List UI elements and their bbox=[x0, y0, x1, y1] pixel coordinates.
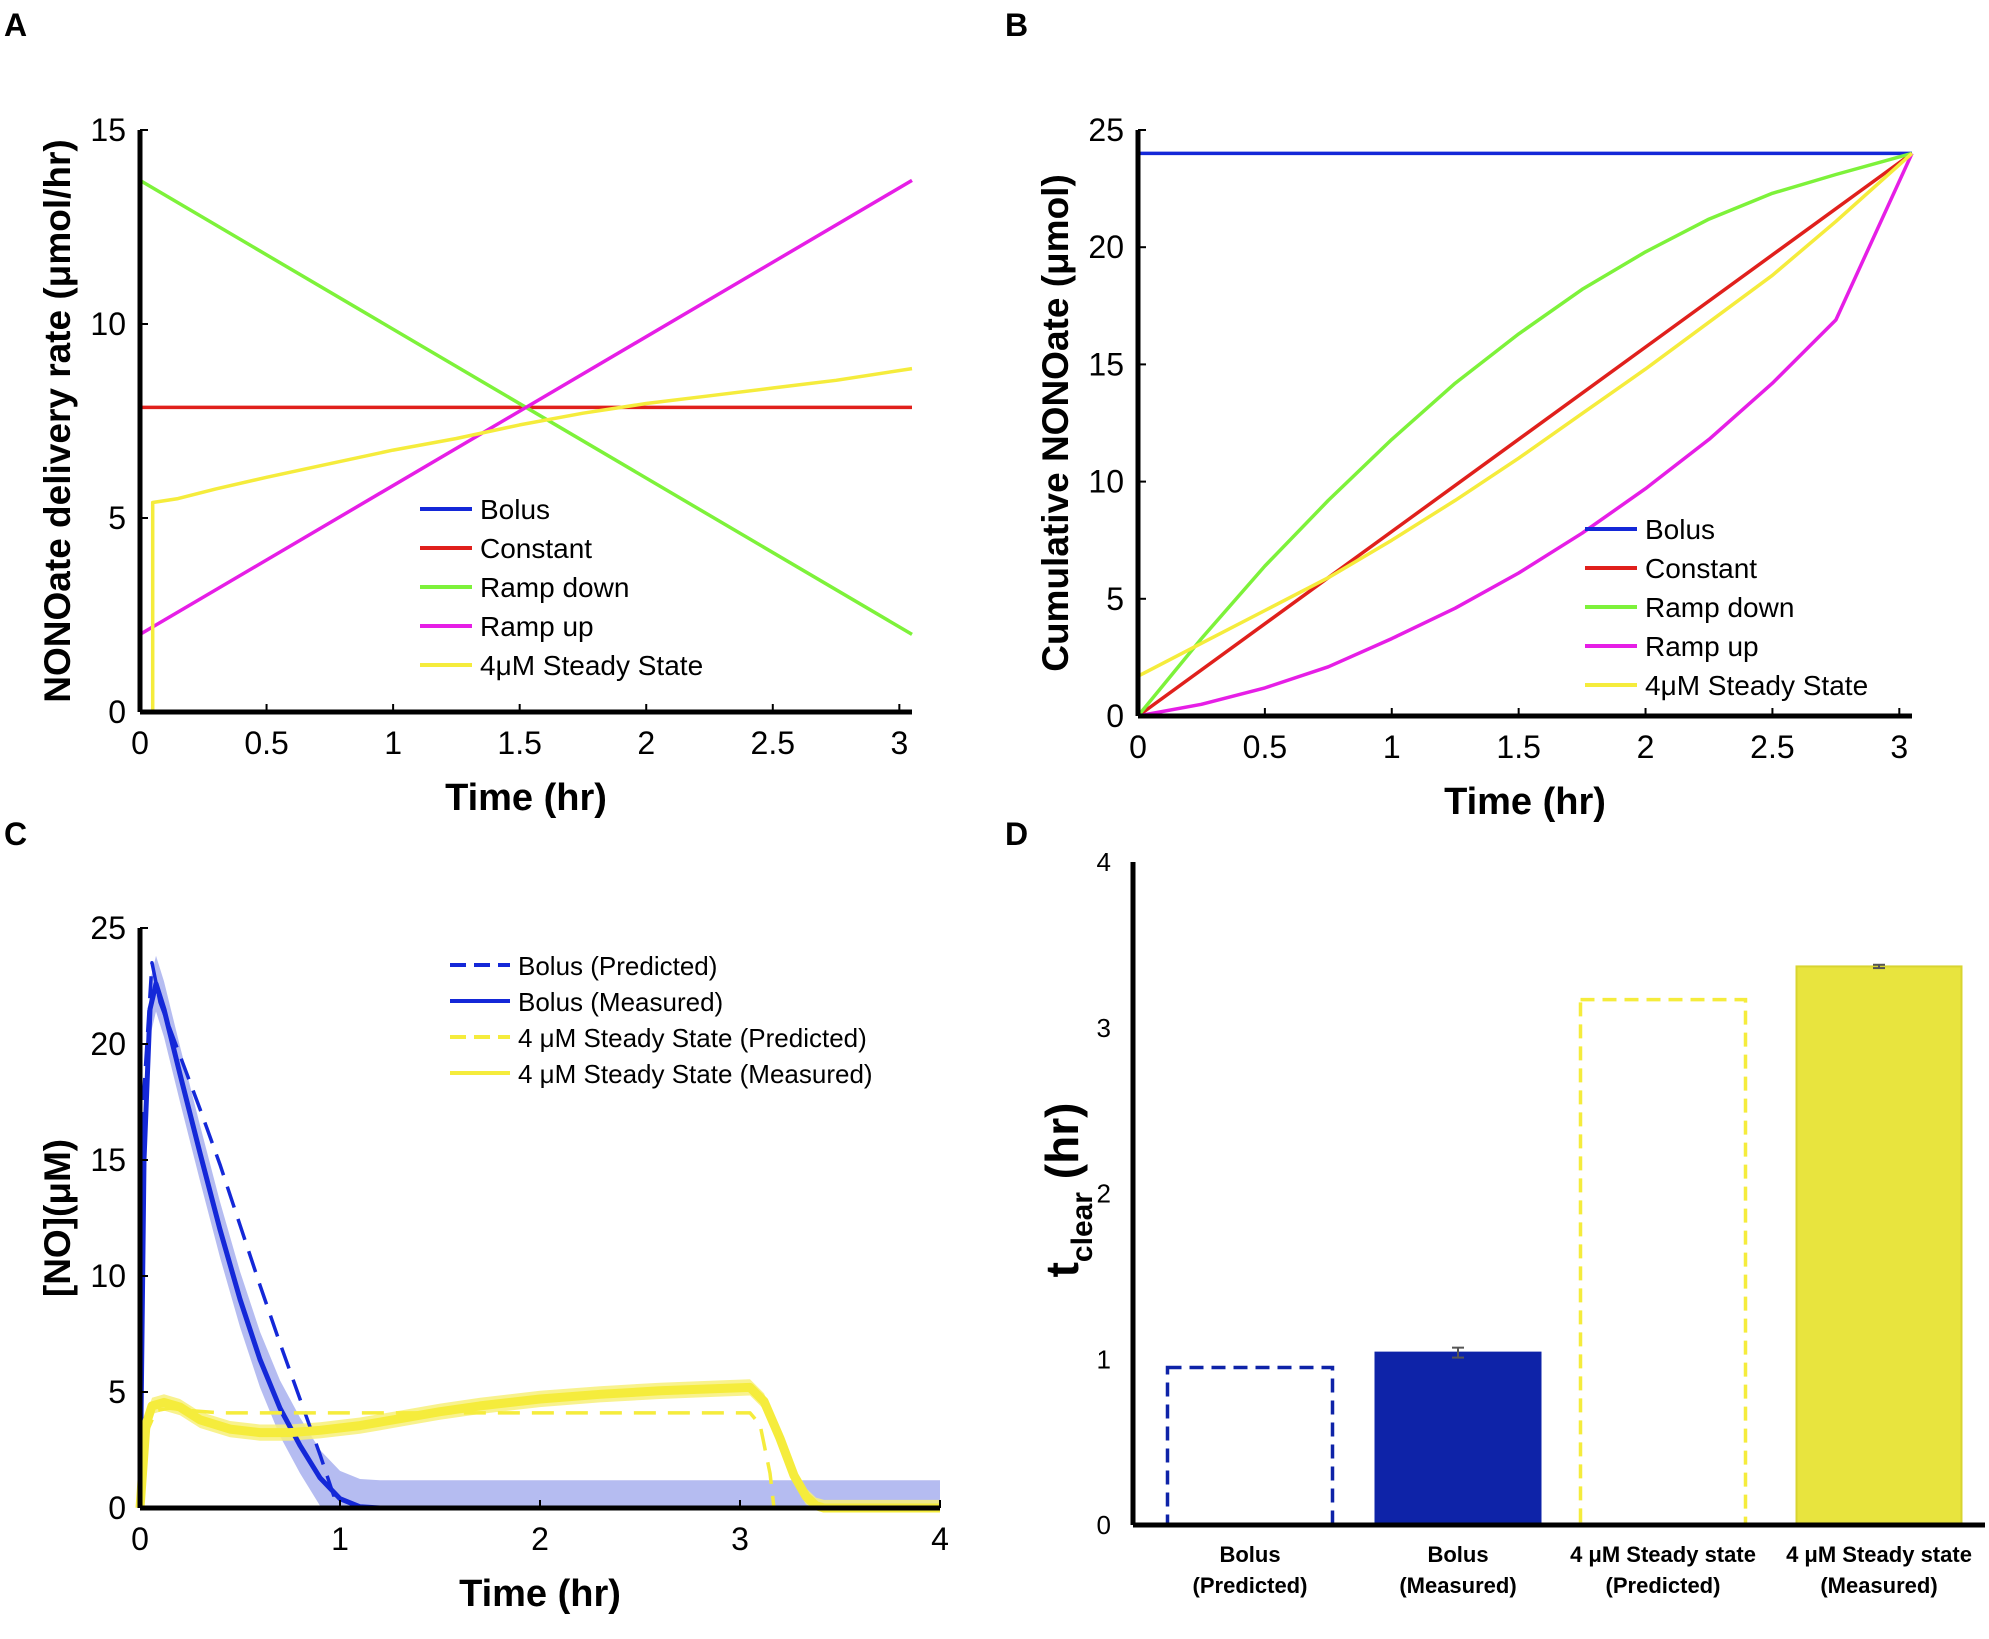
x-tick-label: 2 bbox=[637, 725, 655, 761]
y-tick-label: 0 bbox=[108, 1490, 126, 1526]
x-tick-label: 2 bbox=[531, 1521, 549, 1557]
chart-panel-d: Bolus (Predicted) Bolus (Measured) 4 μM Stea… bbox=[1036, 847, 1985, 1598]
y-tick-label: 20 bbox=[1088, 229, 1124, 265]
y-axis-label: Cumulative NONOate (μmol) bbox=[1035, 174, 1076, 672]
legend-label-2: Constant bbox=[480, 533, 592, 564]
series-line-2 bbox=[1136, 151, 1914, 718]
x-tick-label: 0 bbox=[131, 1521, 149, 1557]
x-tick-label: 1 bbox=[1383, 729, 1401, 765]
panel-label-b: B bbox=[1005, 7, 1028, 43]
legend-label-1: Bolus (Predicted) bbox=[518, 951, 717, 981]
y-tick-label: 5 bbox=[1106, 581, 1124, 617]
chart-panel-c: 0 1 2 3 4 0 5 10 15 20 25 Time (hr) [NO](μM) Bolus (P… bbox=[37, 910, 949, 1615]
legend-label-2: Constant bbox=[1645, 553, 1757, 584]
series-line-4 bbox=[135, 1382, 940, 1513]
category-label-line2: (Predicted) bbox=[1606, 1573, 1721, 1598]
y-axis-label-unit: (hr) bbox=[1036, 1103, 1088, 1192]
series-line-1 bbox=[138, 961, 336, 1509]
category-label-line1: Bolus bbox=[1219, 1542, 1280, 1567]
legend-label-4: Ramp up bbox=[480, 611, 594, 642]
category-label-line1: 4 μM Steady state bbox=[1786, 1542, 1972, 1567]
panel-label-c: C bbox=[4, 816, 27, 852]
x-tick-label: 1 bbox=[384, 725, 402, 761]
legend-label-2: Bolus (Measured) bbox=[518, 987, 723, 1017]
x-tick-label: 3 bbox=[890, 725, 908, 761]
y-tick-label: 5 bbox=[108, 1374, 126, 1410]
x-tick-label: 3 bbox=[731, 1521, 749, 1557]
y-axis-label-subscript: clear bbox=[1066, 1192, 1099, 1262]
legend-label-3: Ramp down bbox=[1645, 592, 1794, 623]
x-tick-label: 0.5 bbox=[1243, 729, 1287, 765]
x-axis-label: Time (hr) bbox=[445, 777, 607, 819]
y-tick-label: 2 bbox=[1097, 1179, 1111, 1209]
y-tick-label: 10 bbox=[90, 1258, 126, 1294]
y-tick-label: 4 bbox=[1097, 847, 1111, 877]
series-line-3 bbox=[138, 1406, 840, 1510]
legend-label-1: Bolus bbox=[480, 494, 550, 525]
legend-label-1: Bolus bbox=[1645, 514, 1715, 545]
bar-3 bbox=[1578, 997, 1748, 1527]
x-tick-label: 2 bbox=[1637, 729, 1655, 765]
x-tick-label: 3 bbox=[1890, 729, 1908, 765]
y-tick-label: 0 bbox=[108, 694, 126, 730]
y-tick-label: 0 bbox=[1106, 698, 1124, 734]
y-tick-label: 15 bbox=[90, 1142, 126, 1178]
y-tick-label: 1 bbox=[1097, 1344, 1111, 1374]
y-tick-label: 25 bbox=[90, 910, 126, 946]
series-line-5 bbox=[1137, 152, 1914, 678]
x-tick-label: 1.5 bbox=[1496, 729, 1540, 765]
y-axis-label: [NO](μM) bbox=[37, 1139, 78, 1297]
x-tick-label: 1 bbox=[331, 1521, 349, 1557]
series-line-2 bbox=[137, 981, 940, 1511]
category-label-line1: Bolus bbox=[1427, 1542, 1488, 1567]
x-tick-label: 0 bbox=[131, 725, 149, 761]
x-tick-label: 1.5 bbox=[497, 725, 541, 761]
category-label-line1: 4 μM Steady state bbox=[1570, 1542, 1756, 1567]
chart-panel-b: 0 0.5 1 1.5 2 2.5 3 0 5 10 15 20 25 Time (hr) Cumulati… bbox=[1035, 112, 1914, 823]
legend-label-4: Ramp up bbox=[1645, 631, 1759, 662]
x-axis-label: Time (hr) bbox=[1444, 781, 1606, 823]
legend-label-5: 4μM Steady State bbox=[480, 650, 703, 681]
x-tick-label: 0.5 bbox=[244, 725, 288, 761]
y-tick-label: 0 bbox=[1097, 1510, 1111, 1540]
bar-1 bbox=[1165, 1365, 1335, 1527]
bar-4 bbox=[1795, 965, 1963, 1526]
y-tick-label: 10 bbox=[90, 306, 126, 342]
y-axis-label-main: t bbox=[1036, 1262, 1088, 1277]
x-tick-label: 2.5 bbox=[1750, 729, 1794, 765]
series-line-3 bbox=[1136, 151, 1913, 718]
legend-label-5: 4μM Steady State bbox=[1645, 670, 1868, 701]
category-label-line2: (Predicted) bbox=[1193, 1573, 1308, 1598]
panel-label-d: D bbox=[1005, 816, 1028, 852]
series-line-5 bbox=[140, 366, 913, 714]
y-tick-label: 20 bbox=[90, 1026, 126, 1062]
y-axis-label: NONOate delivery rate (μmol/hr) bbox=[37, 139, 78, 702]
legend-label-3: 4 μM Steady State (Predicted) bbox=[518, 1023, 867, 1053]
series-line-4 bbox=[139, 178, 913, 636]
y-tick-label: 10 bbox=[1088, 464, 1124, 500]
x-tick-label: 2.5 bbox=[751, 725, 795, 761]
category-label-line2: (Measured) bbox=[1399, 1573, 1516, 1598]
y-tick-label: 5 bbox=[108, 500, 126, 536]
y-tick-label: 3 bbox=[1097, 1013, 1111, 1043]
panel-label-a: A bbox=[4, 7, 27, 43]
y-tick-label: 25 bbox=[1088, 112, 1124, 148]
y-tick-label: 15 bbox=[90, 112, 126, 148]
chart-panel-a: 0 0.5 1 1.5 2 2.5 3 0 5 10 15 Time (hr) NONOate deli… bbox=[37, 112, 913, 819]
y-tick-label: 15 bbox=[1088, 346, 1124, 382]
x-tick-label: 4 bbox=[931, 1521, 949, 1557]
legend-label-3: Ramp down bbox=[480, 572, 629, 603]
legend-label-4: 4 μM Steady State (Measured) bbox=[518, 1059, 873, 1089]
bar-2 bbox=[1374, 1351, 1542, 1526]
category-label-line2: (Measured) bbox=[1820, 1573, 1937, 1598]
series-line-4 bbox=[1137, 152, 1914, 718]
y-axis-label: tclear (hr) bbox=[1036, 1103, 1099, 1278]
x-tick-label: 0 bbox=[1129, 729, 1147, 765]
x-axis-label: Time (hr) bbox=[459, 1573, 621, 1615]
